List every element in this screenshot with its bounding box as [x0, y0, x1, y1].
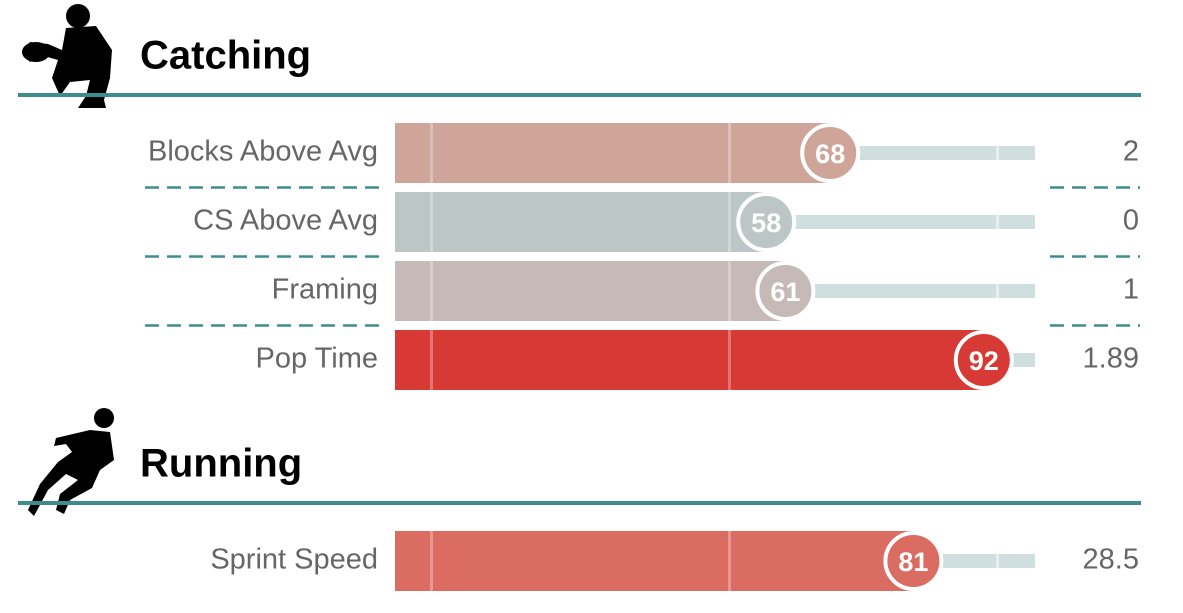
bar-tick: [430, 261, 433, 321]
percentile-bubble: [755, 261, 816, 321]
track-tick: [996, 554, 999, 568]
catcher-icon: [22, 4, 112, 108]
percentile-bubble: [736, 192, 797, 252]
stat-value: 0: [1123, 205, 1139, 237]
section-rule: [18, 501, 1141, 505]
bar: [395, 531, 914, 591]
percentile-label: 92: [969, 346, 999, 376]
category-label: Framing: [272, 274, 378, 306]
category-label: Pop Time: [256, 343, 379, 375]
percentile-bubble: [800, 123, 861, 183]
track: [785, 284, 1035, 298]
bar: [395, 261, 786, 321]
bar-tick: [728, 531, 731, 591]
bar-tick: [430, 192, 433, 252]
category-label: CS Above Avg: [193, 205, 378, 237]
runner-icon: [28, 408, 114, 516]
bar: [395, 192, 767, 252]
bar-tick: [728, 261, 731, 321]
stat-value: 2: [1123, 136, 1139, 168]
track: [830, 146, 1035, 160]
bar: [395, 123, 831, 183]
bar-tick: [430, 330, 433, 390]
category-label: Blocks Above Avg: [148, 136, 378, 168]
track-tick: [996, 146, 999, 160]
percentile-bubble: [953, 330, 1014, 390]
section-title: Catching: [140, 34, 311, 78]
percentile-label: 61: [770, 277, 800, 307]
bar-tick: [430, 531, 433, 591]
track: [766, 215, 1035, 229]
track: [913, 554, 1035, 568]
percentile-label: 58: [751, 208, 781, 238]
percentile-label: 68: [815, 139, 845, 169]
bar: [395, 330, 984, 390]
percentile-label: 81: [898, 547, 928, 577]
bar-tick: [728, 192, 731, 252]
section-title: Running: [140, 442, 302, 486]
section-rule: [18, 93, 1141, 97]
track-tick: [996, 284, 999, 298]
track-tick: [996, 215, 999, 229]
stat-value: 1.89: [1083, 343, 1139, 375]
category-label: Sprint Speed: [210, 544, 378, 576]
bar-tick: [430, 123, 433, 183]
percentile-bubble: [883, 531, 944, 591]
stat-value: 28.5: [1083, 544, 1139, 576]
bar-tick: [728, 123, 731, 183]
stat-value: 1: [1123, 274, 1139, 306]
bar-tick: [728, 330, 731, 390]
